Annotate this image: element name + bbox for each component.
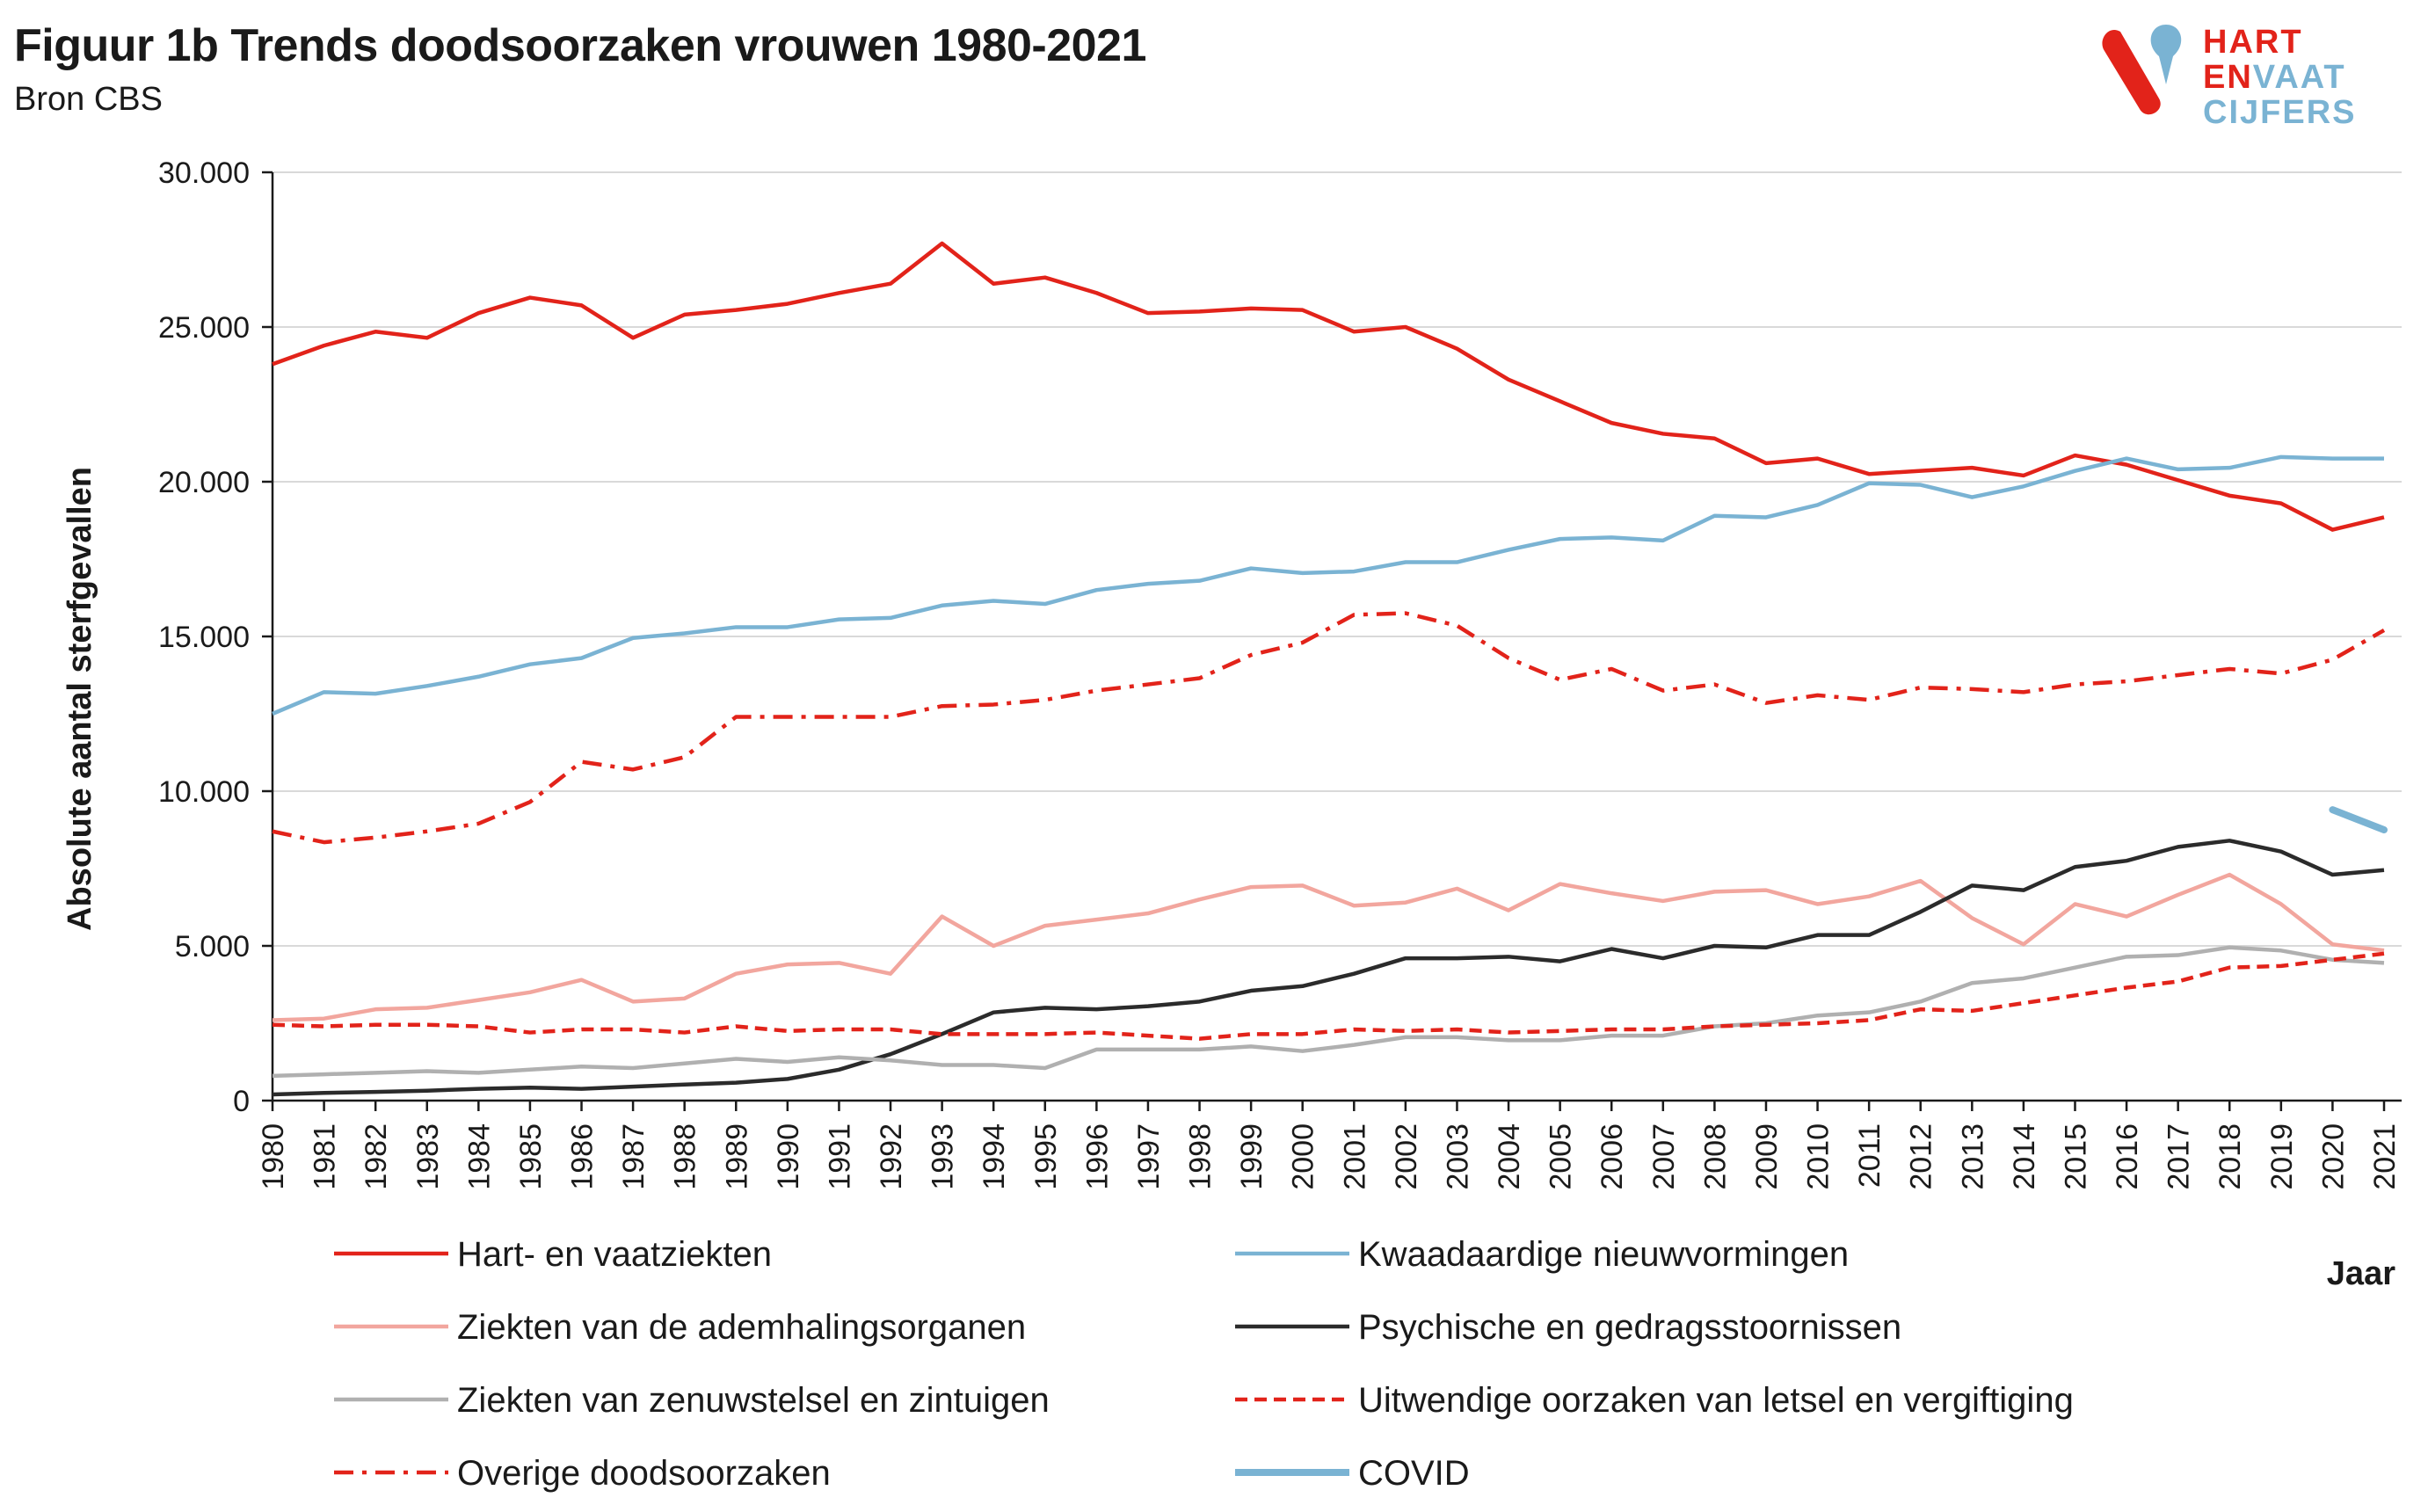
y-tick-label: 25.000 (158, 311, 250, 345)
logo-line2-en: EN (2203, 59, 2253, 96)
legend-item: COVID (1235, 1454, 1470, 1493)
legend-label: Psychische en gedragsstoornissen (1358, 1308, 1901, 1347)
x-tick-label: 2010 (1802, 1123, 1836, 1190)
series-line-6 (272, 951, 2385, 1041)
legend-item: Kwaadaardige nieuwvormingen (1235, 1235, 1849, 1274)
legend-item: Psychische en gedragsstoornissen (1235, 1308, 1901, 1347)
x-tick-label: 1988 (669, 1123, 702, 1190)
x-tick-label: 2003 (1441, 1123, 1474, 1190)
x-tick-label: 1981 (309, 1123, 342, 1190)
logo-line3: CIJFERS (2203, 94, 2356, 131)
x-tick-label: 2016 (2111, 1123, 2144, 1190)
x-tick-label: 2015 (2059, 1123, 2092, 1190)
legend-label: Ziekten van de ademhalingsorganen (457, 1308, 1026, 1347)
legend-label: Uitwendige oorzaken van letsel en vergif… (1358, 1381, 2074, 1420)
axes (271, 172, 2402, 1102)
x-tick-label: 2000 (1287, 1123, 1320, 1190)
x-tick-label: 1987 (617, 1123, 651, 1190)
x-tick-label: 2005 (1545, 1123, 1578, 1190)
x-tick-label: 1989 (720, 1123, 753, 1190)
y-tick-label: 20.000 (158, 466, 250, 499)
x-tick-label: 2017 (2163, 1123, 2196, 1190)
x-tick-label: 1996 (1080, 1123, 1114, 1190)
series-line-5 (272, 945, 2385, 1079)
x-tick-label: 2012 (1905, 1123, 1938, 1190)
x-tick-label: 1983 (411, 1123, 445, 1190)
y-tick-label: 10.000 (158, 775, 250, 809)
series-line-8 (2329, 806, 2388, 833)
svg-text:ENVAAT: ENVAAT (2203, 59, 2346, 96)
x-tick-label: 1997 (1132, 1123, 1166, 1190)
chart-title: Figuur 1b Trends doodsoorzaken vrouwen 1… (14, 20, 1146, 71)
logo-v-mark-icon (2102, 25, 2182, 115)
gridlines (273, 171, 2402, 947)
legend-label: Hart- en vaatziekten (457, 1235, 772, 1274)
legend-item: Ziekten van de ademhalingsorganen (334, 1308, 1026, 1347)
legend-label: Kwaadaardige nieuwvormingen (1358, 1235, 1849, 1274)
legend-item: Hart- en vaatziekten (334, 1235, 772, 1274)
logo-line1: HART (2203, 24, 2303, 61)
x-tick-label: 2006 (1596, 1123, 1629, 1190)
x-tick-label: 2018 (2214, 1123, 2247, 1190)
x-tick-label: 2019 (2265, 1123, 2299, 1190)
chart-subtitle: Bron CBS (14, 81, 163, 118)
x-tick-label: 2020 (2316, 1123, 2350, 1190)
series-line-7 (272, 611, 2386, 845)
x-tick-label: 1982 (360, 1123, 393, 1190)
series-lines (272, 241, 2388, 1097)
x-tick-label: 1990 (772, 1123, 805, 1190)
x-tick-label: 1992 (875, 1123, 908, 1190)
legend: Hart- en vaatziekten Kwaadaardige nieuwvo… (334, 1235, 2074, 1493)
logo-line2-vaat: VAAT (2253, 59, 2346, 96)
legend-item: Uitwendige oorzaken van letsel en vergif… (1235, 1381, 2074, 1420)
series-line-2 (272, 454, 2384, 716)
x-tick-label: 2002 (1390, 1123, 1423, 1190)
x-tick-label: 2011 (1853, 1123, 1886, 1188)
x-axis-ticks: 1980 1981 1982 1983 1984 1985 1986 1987 1988 1989… (257, 1101, 2402, 1190)
x-tick-label: 1993 (927, 1123, 960, 1190)
x-tick-label: 2008 (1698, 1123, 1732, 1190)
legend-label: Overige doodsoorzaken (457, 1454, 831, 1493)
x-tick-label: 1999 (1235, 1123, 1269, 1190)
y-tick-label: 15.000 (158, 621, 250, 654)
x-tick-label: 2009 (1750, 1123, 1784, 1190)
y-tick-label: 5.000 (175, 930, 250, 963)
series-line-4 (272, 839, 2385, 1097)
series-line-3 (272, 872, 2385, 1022)
y-axis-ticks: 0 5.000 10.000 15.000 20.000 25.000 30.000 (158, 156, 273, 1118)
legend-item: Ziekten van zenuwstelsel en zintuigen (334, 1381, 1050, 1420)
x-tick-label: 1995 (1029, 1123, 1063, 1190)
x-tick-label: 2013 (1956, 1123, 1989, 1190)
x-tick-label: 1986 (566, 1123, 600, 1190)
x-tick-label: 1984 (462, 1123, 496, 1190)
series-line-1 (272, 241, 2385, 532)
y-tick-label: 30.000 (158, 156, 250, 190)
x-tick-label: 1998 (1184, 1123, 1218, 1190)
x-tick-label: 2014 (2008, 1123, 2041, 1190)
legend-label: Ziekten van zenuwstelsel en zintuigen (457, 1381, 1050, 1420)
x-tick-label: 1991 (823, 1123, 856, 1190)
x-axis-title: Jaar (2327, 1255, 2395, 1292)
legend-label: COVID (1358, 1454, 1470, 1493)
x-tick-label: 2001 (1338, 1123, 1371, 1190)
y-tick-label: 0 (233, 1085, 250, 1118)
x-tick-label: 2007 (1647, 1123, 1681, 1190)
hart-en-vaat-cijfers-logo: HART ENVAAT CIJFERS (2102, 24, 2356, 131)
x-tick-label: 2021 (2368, 1123, 2402, 1190)
x-tick-label: 1980 (257, 1123, 290, 1190)
y-axis-title: Absolute aantal sterfgevallen (62, 467, 98, 931)
legend-item: Overige doodsoorzaken (334, 1454, 831, 1493)
x-tick-label: 2004 (1493, 1123, 1526, 1190)
x-tick-label: 1994 (978, 1123, 1011, 1190)
x-tick-label: 1985 (514, 1123, 548, 1190)
